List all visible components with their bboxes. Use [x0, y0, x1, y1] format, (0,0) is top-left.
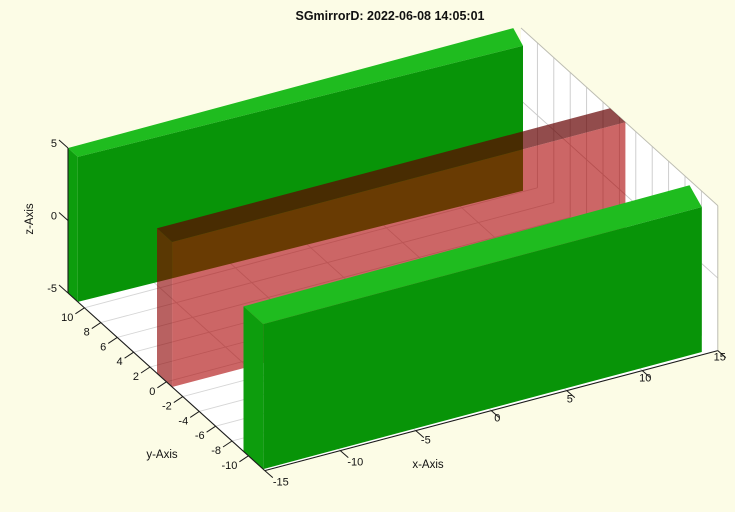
tick-mark-y	[189, 410, 200, 418]
x-tick-label: -15	[273, 477, 289, 489]
green-slab-front-front-face	[263, 207, 702, 470]
tick-mark-x	[490, 410, 500, 418]
y-tick-label: -2	[162, 401, 172, 413]
tick-mark-y	[206, 425, 216, 433]
y-tick-label: 6	[100, 341, 106, 353]
y-tick-label: -8	[211, 445, 221, 457]
y-tick-label: 10	[61, 312, 73, 324]
green-slab-back-top-face	[68, 28, 523, 157]
z-axis-label: z-Axis	[24, 203, 36, 235]
y-tick-label: 2	[133, 371, 139, 383]
tick-mark-y	[157, 381, 167, 389]
tick-mark-y	[107, 336, 118, 344]
tick-mark-x	[717, 350, 727, 358]
x-tick-label: 0	[494, 413, 500, 425]
red-transparent-plane-top-face	[157, 108, 626, 242]
tick-mark-x	[641, 370, 651, 378]
tick-mark-x	[566, 390, 576, 398]
z-tick-label: -5	[47, 283, 57, 295]
tick-mark-x	[339, 450, 349, 458]
y-tick-label: 0	[149, 386, 155, 398]
tick-mark-y	[239, 455, 249, 463]
y-tick-label: -10	[221, 460, 237, 472]
y-tick-label: 4	[116, 356, 122, 368]
x-axis-label: x-Axis	[412, 459, 444, 471]
tick-mark-y	[222, 440, 233, 448]
tick-mark-y	[75, 307, 85, 315]
green-slab-back-end-face	[68, 148, 78, 302]
tick-mark-y	[91, 322, 102, 330]
x-tick-label: -10	[347, 457, 363, 469]
tick-mark-x	[415, 430, 425, 438]
green-slab-front-top-face	[243, 185, 702, 325]
y-tick-label: -6	[195, 430, 205, 442]
tick-mark-z	[58, 284, 69, 294]
z-tick-label: 0	[51, 211, 57, 223]
y-axis-label: y-Axis	[146, 449, 178, 461]
x-tick-label: 15	[714, 352, 726, 364]
y-tick-label: -4	[178, 415, 188, 427]
tick-mark-z	[58, 212, 69, 221]
green-slab-front-end-face	[243, 306, 264, 470]
z-tick-label: 5	[51, 138, 57, 150]
red-transparent-plane-end-face	[157, 228, 173, 387]
tick-mark-y	[140, 366, 151, 374]
tick-mark-y	[124, 351, 134, 359]
x-tick-label: -5	[421, 435, 431, 447]
x-tick-label: 5	[567, 394, 573, 406]
y-tick-label: 8	[84, 327, 90, 339]
x-tick-label: 10	[639, 373, 651, 385]
tick-mark-x	[264, 470, 274, 478]
tick-mark-z	[58, 139, 69, 149]
tick-mark-y	[173, 396, 184, 404]
chart-title: SGmirrorD: 2022-06-08 14:05:01	[296, 9, 485, 23]
